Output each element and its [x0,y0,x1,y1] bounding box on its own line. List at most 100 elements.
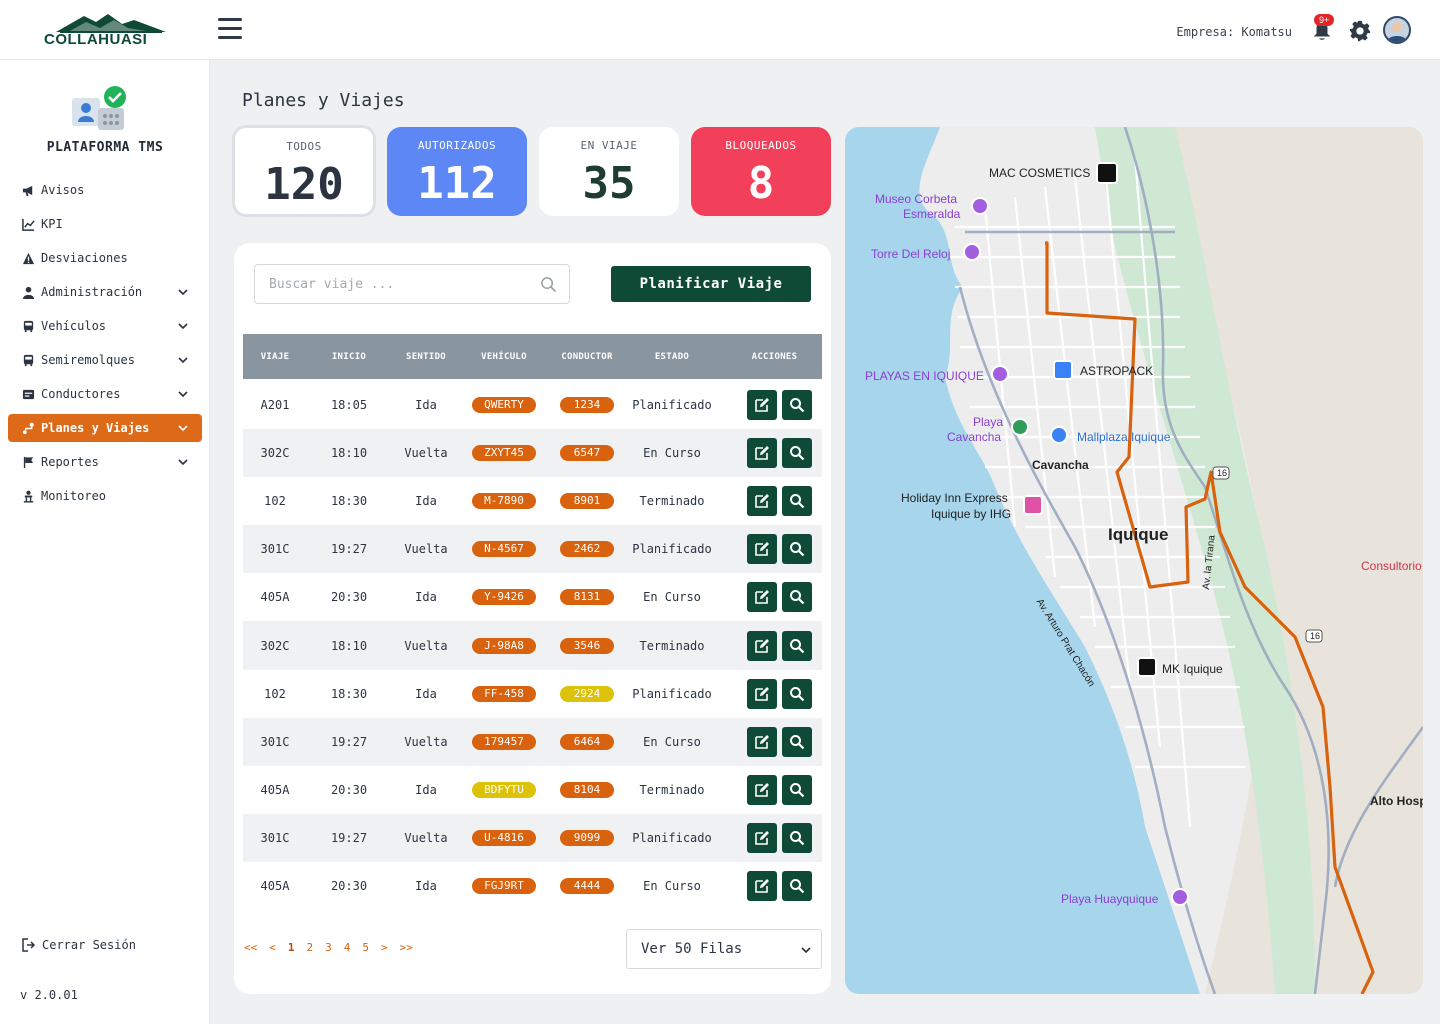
view-button[interactable] [782,390,812,421]
view-button[interactable] [782,486,812,517]
sidebar-item-semiremolques[interactable]: Semiremolques [8,346,202,374]
view-button[interactable] [782,582,812,613]
table-row[interactable]: 405A 20:30 Ida Y-9426 8131 En Curso [243,573,822,621]
collahuasi-logo[interactable]: COLLAHUASI [44,14,174,48]
hotel-pin-icon[interactable] [1023,495,1043,515]
chevron-down-icon [801,947,811,954]
edit-button[interactable] [747,534,777,565]
user-avatar[interactable] [1383,16,1411,44]
table-row[interactable]: 302C 18:10 Vuelta ZXYT45 6547 En Curso [243,429,822,478]
rows-per-page-select[interactable]: Ver 50 Filas [626,929,822,969]
page-prev[interactable]: < [269,941,276,954]
stat-card-todos[interactable]: TODOS 120 [232,125,376,217]
table-row[interactable]: 301C 19:27 Vuelta N-4567 2462 Planificado [243,525,822,574]
store-icon[interactable] [1096,162,1118,184]
sidebar-item-desviaciones[interactable]: Desviaciones [8,244,202,272]
page-first[interactable]: << [244,941,258,954]
sidebar: PLATAFORMA TMS Avisos KPI Desviaciones A… [0,60,210,1024]
edit-icon [755,782,769,797]
landmark-pin-icon[interactable] [963,243,981,261]
edit-button[interactable] [747,438,777,469]
shopping-pin-icon[interactable] [1053,360,1073,380]
sidebar-item-avisos[interactable]: Avisos [8,176,202,204]
column-header[interactable]: SENTIDO [405,351,447,362]
edit-button[interactable] [747,822,777,853]
sidebar-item-label: Conductores [41,387,121,401]
table-row[interactable]: 102 18:30 Ida M-7890 8901 Terminado [243,477,822,525]
stat-label: TODOS [286,140,322,153]
store-pin-icon[interactable] [1137,657,1157,677]
table-row[interactable]: 405A 20:30 Ida FGJ9RT 4444 En Curso [243,862,822,910]
edit-button[interactable] [747,774,777,805]
museum-pin-icon[interactable] [971,197,989,215]
view-button[interactable] [782,438,812,469]
column-header[interactable]: VEHÍCULO [481,351,527,362]
edit-button[interactable] [747,726,777,757]
page-last[interactable]: >> [399,941,413,954]
sidebar-item-label: Administración [41,285,143,299]
chevron-down-icon [178,459,188,466]
edit-icon [755,590,769,605]
sidebar-item-administracion[interactable]: Administración [8,278,202,306]
cell-vehiculo: 179457 [461,733,547,750]
stat-card-bloqueados[interactable]: BLOQUEADOS 8 [691,127,831,216]
view-button[interactable] [782,534,812,565]
cell-acciones [717,774,822,805]
table-row[interactable]: A201 18:05 Ida QWERTY 1234 Planificado [243,381,822,429]
beach-pin-icon[interactable] [1171,888,1189,906]
stat-card-autorizados[interactable]: AUTORIZADOS 112 [387,127,527,216]
sidebar-item-vehiculos[interactable]: Vehículos [8,312,202,340]
logout-button[interactable]: Cerrar Sesión [22,938,136,952]
sidebar-item-monitoreo[interactable]: Monitoreo [8,482,202,510]
park-pin-icon[interactable] [1011,418,1029,436]
menu-toggle-icon[interactable] [218,18,242,40]
page-next[interactable]: > [381,941,388,954]
edit-button[interactable] [747,678,777,709]
table-row[interactable]: 405A 20:30 Ida BDFYTU 8104 Terminado [243,766,822,814]
table-row[interactable]: 301C 19:27 Vuelta 179457 6464 En Curso [243,717,822,766]
cell-vehiculo: N-4567 [461,541,547,558]
column-header[interactable]: VIAJE [260,351,290,362]
column-header[interactable]: CONDUCTOR [561,351,613,362]
page-number[interactable]: 2 [306,941,314,954]
page-number[interactable]: 4 [343,941,351,954]
edit-button[interactable] [747,870,777,901]
view-button[interactable] [782,774,812,805]
edit-button[interactable] [747,486,777,517]
table-row[interactable]: 301C 19:27 Vuelta U-4816 9099 Planificado [243,813,822,862]
view-button[interactable] [782,726,812,757]
cell-viaje: 301C [260,830,290,845]
search-input[interactable] [255,265,525,303]
sidebar-item-kpi[interactable]: KPI [8,210,202,238]
route-map[interactable]: MAC COSMETICS Museo Corbeta Esmeralda To… [845,127,1423,994]
gear-icon[interactable] [1349,20,1371,42]
mountain-logo-icon [56,14,166,33]
stat-card-en-viaje[interactable]: EN VIAJE 35 [539,127,679,216]
view-button[interactable] [782,870,812,901]
view-button[interactable] [782,822,812,853]
sidebar-item-conductores[interactable]: Conductores [8,380,202,408]
page-number[interactable]: 3 [325,941,332,954]
view-button[interactable] [782,630,812,661]
column-header[interactable]: INICIO [331,351,367,362]
cell-sentido: Vuelta [404,830,448,845]
mall-pin-icon[interactable] [1050,426,1068,444]
edit-button[interactable] [747,390,777,421]
beach-pin-icon[interactable] [991,365,1009,383]
view-button[interactable] [782,678,812,709]
plan-trip-button[interactable]: Planificar Viaje [611,266,811,302]
table-row[interactable]: 102 18:30 Ida FF-458 2924 Planificado [243,670,822,718]
search-icon[interactable] [540,276,557,293]
edit-button[interactable] [747,582,777,613]
page-number[interactable]: 5 [362,941,369,954]
bell-icon[interactable] [1311,20,1333,42]
sidebar-item-reportes[interactable]: Reportes [8,448,202,476]
edit-button[interactable] [747,630,777,661]
rows-per-page-value: Ver 50 Filas [641,941,743,957]
column-header[interactable]: ESTADO [654,351,690,362]
sidebar-item-planes-y-viajes[interactable]: Planes y Viajes [8,414,202,442]
table-row[interactable]: 302C 18:10 Vuelta J-98A8 3546 Terminado [243,621,822,670]
vehicle-badge: J-98A8 [472,637,536,654]
page-number[interactable]: 1 [287,941,295,954]
cell-acciones [717,870,822,901]
